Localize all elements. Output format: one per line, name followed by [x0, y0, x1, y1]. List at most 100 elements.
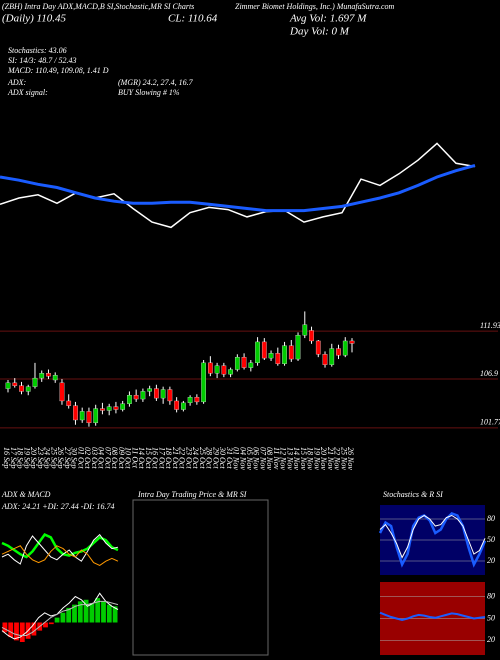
candle-body — [261, 341, 267, 359]
bar — [54, 617, 60, 623]
x-tick-label: 09 Oct — [117, 447, 126, 469]
header-close: CL: 110.64 — [168, 13, 218, 25]
candle-body — [106, 406, 112, 411]
candle-body — [241, 356, 247, 368]
x-tick-label: 30 Oct — [218, 446, 227, 469]
bar — [8, 622, 14, 638]
candle-body — [120, 403, 126, 410]
panel-title: Intra Day Trading Price & MR SI — [137, 490, 247, 499]
y-tick-label: 106.9 — [480, 369, 498, 378]
x-tick-label: 27 Sep — [63, 447, 72, 469]
candle-body — [201, 362, 206, 403]
x-tick-label: 20 Sep — [29, 447, 38, 469]
candle-body — [140, 391, 146, 400]
x-tick-label: 18 Oct — [164, 447, 173, 469]
candle-body — [234, 356, 240, 370]
x-tick-label: 30 Sep — [70, 446, 79, 469]
x-tick-label: 25 Nov — [339, 447, 348, 470]
adx-signal: ADX signal: — [7, 88, 48, 97]
header-company: Zimmer Biomet Holdings, Inc.) MunafaSutr… — [235, 2, 395, 11]
candle-body — [322, 354, 328, 365]
series-line — [1, 533, 119, 565]
candle-body — [282, 345, 287, 364]
series-line — [0, 163, 476, 213]
bar — [66, 607, 72, 623]
y-tick-label: 50 — [487, 535, 495, 544]
candle-body — [342, 340, 348, 356]
x-tick-label: 25 Oct — [198, 447, 207, 469]
bar — [19, 622, 25, 642]
bar — [106, 604, 112, 623]
candle-body — [19, 385, 24, 392]
x-tick-label: 14 Oct — [137, 447, 146, 469]
candle-body — [59, 382, 65, 402]
header-day-vol: Day Vol: 0 M — [289, 26, 350, 38]
y-tick-label: 20 — [487, 635, 495, 644]
series-line — [1, 533, 119, 559]
y-tick-label: 50 — [487, 613, 495, 622]
candle-body — [288, 345, 294, 360]
bar — [72, 604, 77, 623]
header-daily: (Daily) 110.45 — [2, 13, 66, 25]
bar — [101, 601, 106, 623]
candle-body — [255, 341, 260, 364]
x-tick-label: 04 Oct — [97, 447, 106, 469]
candle-body — [52, 375, 58, 381]
x-tick-label: 08 Oct — [110, 447, 119, 469]
x-tick-label: 11 Nov — [272, 447, 281, 470]
x-tick-label: 14 Nov — [292, 447, 301, 470]
x-tick-label: 29 Oct — [211, 447, 220, 469]
x-tick-label: 05 Nov — [245, 447, 254, 470]
macd: MACD: 110.49, 109.08, 1.41 D — [7, 66, 109, 75]
x-tick-label: 23 Oct — [184, 447, 193, 469]
y-tick-label: 80 — [487, 514, 495, 523]
candle-body — [208, 362, 213, 374]
panel-title: Stochastics & R SI — [383, 490, 443, 499]
x-tick-label: 18 Nov — [306, 447, 315, 470]
x-tick-label: 08 Nov — [265, 447, 274, 470]
candle-body — [79, 411, 85, 421]
x-tick-label: 19 Sep — [22, 447, 31, 469]
candle-body — [167, 389, 173, 402]
candle-body — [315, 340, 321, 355]
adx-signal-value: BUY Slowing # 1% — [118, 88, 180, 97]
bar — [95, 598, 101, 623]
candle-body — [39, 373, 45, 379]
x-tick-label: 07 Nov — [258, 447, 267, 470]
candle-body — [181, 402, 186, 410]
x-tick-label: 10 Oct — [124, 447, 133, 469]
x-tick-label: 12 Nov — [279, 447, 288, 470]
x-tick-label: 01 Oct — [76, 447, 85, 469]
bar — [112, 606, 118, 623]
x-tick-label: 16 Sep — [2, 447, 11, 469]
candle-body — [349, 340, 355, 344]
candle-body — [73, 405, 78, 421]
x-tick-label: 15 Oct — [144, 447, 153, 469]
candle-body — [160, 389, 166, 399]
x-tick-label: 26 Sep — [56, 447, 65, 469]
candle-body — [275, 353, 281, 364]
candle-body — [187, 396, 193, 404]
adx: ADX: — [7, 78, 27, 87]
x-tick-label: 07 Oct — [103, 447, 112, 469]
x-tick-label: 22 Nov — [333, 447, 342, 470]
candle-body — [221, 365, 227, 375]
bar — [31, 622, 37, 636]
series-line — [378, 511, 487, 568]
x-tick-label: 28 Oct — [205, 447, 214, 469]
bar — [14, 622, 19, 641]
series-line — [1, 592, 119, 640]
x-tick-label: 25 Sep — [49, 447, 58, 469]
x-tick-label: 02 Oct — [83, 447, 92, 469]
candle-body — [309, 330, 314, 342]
candle-body — [214, 365, 220, 374]
bar — [60, 612, 66, 623]
x-tick-label: 21 Oct — [171, 447, 180, 469]
x-tick-label: 17 Oct — [157, 447, 166, 469]
stochastics: Stochastics: 43.06 — [8, 46, 67, 55]
candle-body — [86, 411, 92, 424]
bar — [89, 603, 95, 623]
candle-body — [194, 396, 200, 403]
bar — [48, 622, 54, 625]
